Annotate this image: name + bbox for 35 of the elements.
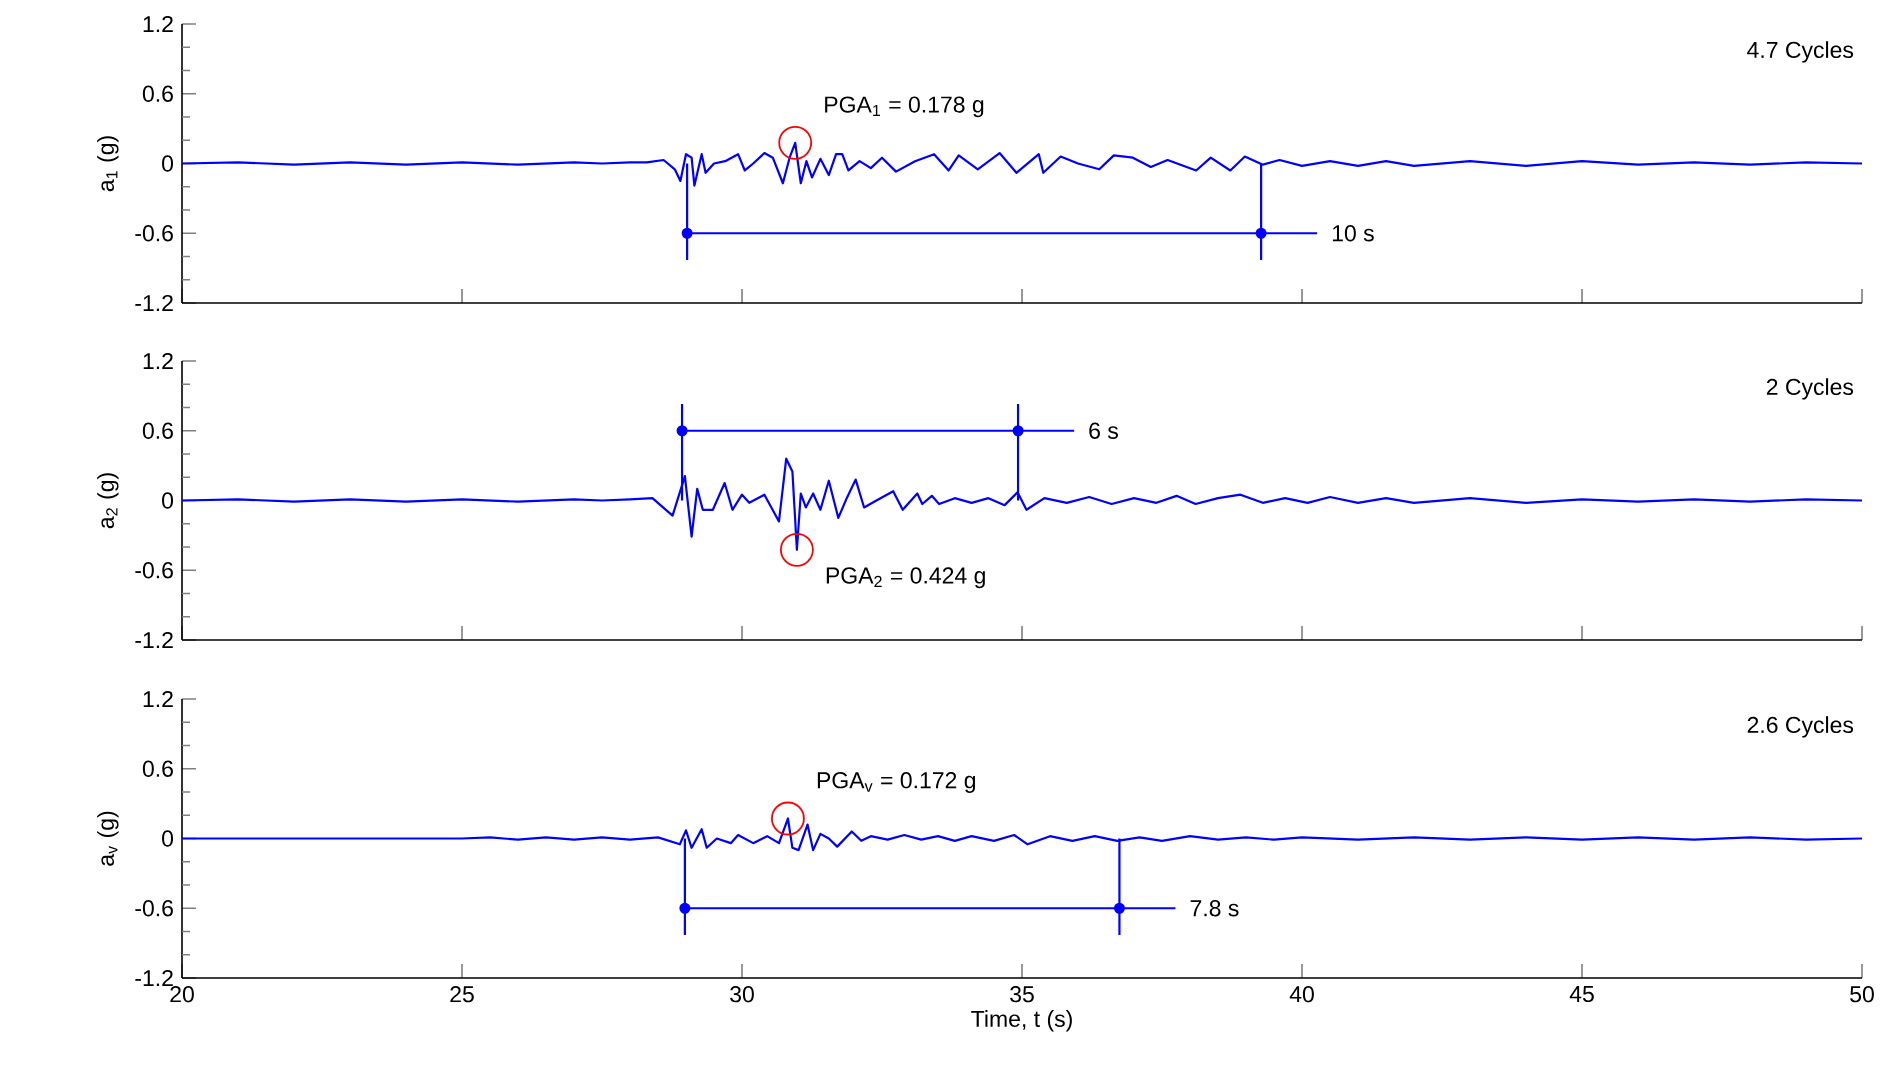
x-tick-label: 25 [450, 986, 474, 1003]
x-tick-label: 45 [1569, 986, 1594, 1003]
y-tick-label: 0 [162, 830, 174, 847]
x-axis-title: Time, t (s) [971, 1010, 1072, 1032]
x-tick-label: 40 [1289, 986, 1314, 1003]
y-tick-label: 1.2 [143, 690, 173, 708]
annotation: 10 s [1332, 225, 1374, 242]
y-tick-label: 0 [162, 492, 174, 509]
y-tick-label: 1.2 [143, 15, 173, 33]
annotation: 2 Cycles [1766, 378, 1854, 400]
y-tick-label: -1.2 [135, 631, 173, 649]
y-tick-label: 0.6 [142, 760, 173, 777]
annotation: 7.8 s [1190, 900, 1239, 917]
annotation: 2.6 Cycles [1747, 716, 1854, 738]
x-tick-label: 50 [1850, 986, 1874, 1003]
y-axis-title: a$_{2}$ (g) [97, 473, 119, 529]
annotation: PGA$_{2}$ = 0.424 g [826, 567, 985, 589]
y-tick-label: -0.6 [135, 900, 173, 917]
annotation: PGA$_{v}$ = 0.172 g [817, 772, 976, 793]
x-tick-label: 30 [730, 986, 754, 1003]
y-tick-label: -1.2 [135, 969, 173, 987]
annotation: 6 s [1089, 422, 1118, 439]
y-tick-label: 0 [162, 155, 174, 172]
x-tick-label: 20 [170, 986, 194, 1003]
y-tick-label: -0.6 [135, 562, 173, 579]
annotation: 4.7 Cycles [1747, 41, 1854, 63]
x-tick-label: 35 [1010, 986, 1034, 1003]
y-tick-label: 0.6 [142, 85, 173, 102]
y-tick-label: -1.2 [135, 294, 173, 312]
y-axis-title: a$_{v}$ (g) [97, 811, 119, 866]
y-tick-label: -0.6 [135, 225, 173, 242]
y-axis-title: a$_{1}$ (g) [97, 136, 119, 192]
y-tick-label: 0.6 [142, 422, 173, 439]
y-tick-label: 1.2 [143, 352, 173, 370]
annotation: PGA$_{1}$ = 0.178 g [825, 96, 984, 118]
